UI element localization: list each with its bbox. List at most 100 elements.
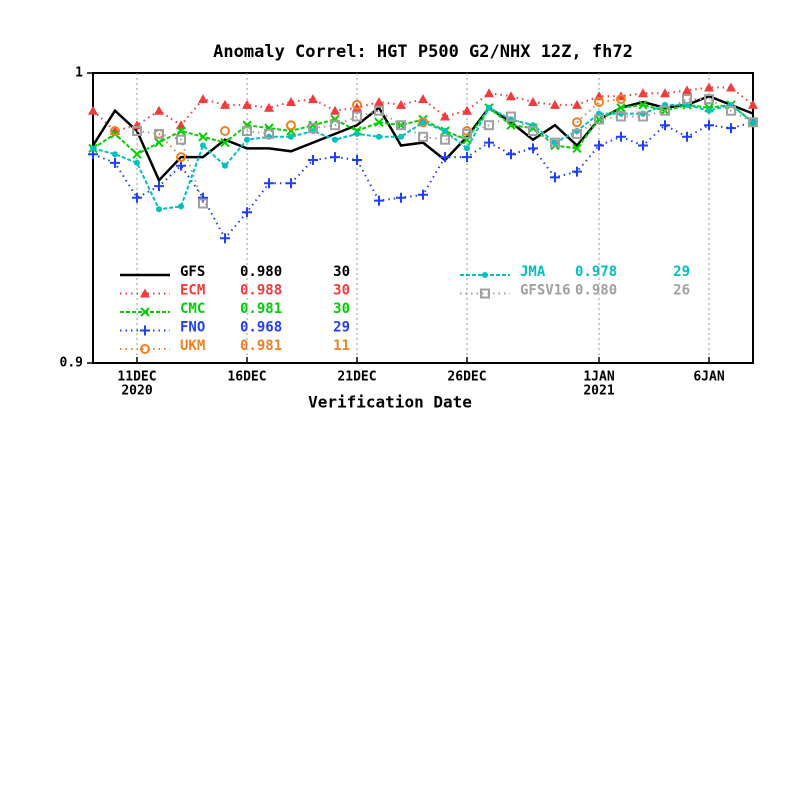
data-point xyxy=(550,99,560,109)
data-point xyxy=(376,133,382,140)
data-point xyxy=(638,140,648,151)
series-line xyxy=(158,98,622,158)
data-point xyxy=(176,152,186,163)
legend-marker xyxy=(482,272,488,278)
data-point xyxy=(352,99,362,110)
data-point xyxy=(264,128,274,139)
data-point xyxy=(110,157,120,168)
legend-marker xyxy=(480,288,490,299)
data-point xyxy=(220,126,230,136)
data-point xyxy=(726,105,736,116)
data-point xyxy=(418,94,428,104)
series-line xyxy=(92,121,754,241)
legend-days: 11 xyxy=(333,338,350,354)
data-point xyxy=(110,126,120,136)
data-point xyxy=(154,181,164,192)
data-point xyxy=(616,94,626,105)
data-point xyxy=(286,97,296,106)
data-point xyxy=(420,119,426,126)
chart-title: Anomaly Correl: HGT P500 G2/NHX 12Z, fh7… xyxy=(213,42,633,62)
data-point xyxy=(506,149,516,160)
data-point xyxy=(176,134,186,145)
legend-days: 30 xyxy=(333,283,350,299)
data-point xyxy=(112,151,118,158)
data-point xyxy=(352,102,362,112)
data-point xyxy=(486,104,492,111)
legend-name: CMC xyxy=(180,301,205,317)
y-tick-label: 1 xyxy=(75,66,83,81)
data-point xyxy=(572,143,582,154)
data-point xyxy=(704,94,714,105)
data-point xyxy=(242,207,252,218)
data-point xyxy=(134,159,140,166)
legend-mean: 0.988 xyxy=(240,283,282,299)
data-point xyxy=(682,131,692,142)
data-point xyxy=(264,178,274,189)
data-point xyxy=(374,195,384,206)
data-point xyxy=(506,120,516,130)
data-point xyxy=(288,133,294,140)
data-point xyxy=(396,192,406,203)
data-point xyxy=(750,119,756,126)
x-tick-label: 6JAN xyxy=(693,370,724,385)
series-line xyxy=(136,98,754,204)
data-point xyxy=(638,111,648,122)
data-point xyxy=(706,107,712,114)
data-point xyxy=(264,102,274,112)
x-tick-year: 2021 xyxy=(583,384,614,399)
data-point xyxy=(354,130,360,137)
data-point xyxy=(660,120,670,131)
legend-name: FNO xyxy=(180,320,205,336)
legend-days: 30 xyxy=(333,264,350,280)
legend-mean: 0.980 xyxy=(240,264,282,280)
data-point xyxy=(418,189,428,200)
data-point xyxy=(682,85,692,95)
data-point xyxy=(132,192,142,203)
data-point xyxy=(242,99,252,109)
x-tick-label: 16DEC xyxy=(227,370,266,385)
data-point xyxy=(154,105,164,115)
legend-marker xyxy=(140,344,150,354)
data-point xyxy=(616,131,626,142)
data-point xyxy=(398,133,404,140)
legend-days: 26 xyxy=(673,283,690,299)
data-point xyxy=(484,88,494,98)
data-point xyxy=(220,99,230,109)
data-point xyxy=(506,111,516,122)
data-point xyxy=(462,105,472,115)
data-point xyxy=(418,131,428,142)
x-axis-label: Verification Date xyxy=(308,393,472,412)
data-point xyxy=(90,145,96,152)
data-point xyxy=(594,140,604,151)
data-point xyxy=(462,128,472,139)
data-point xyxy=(616,103,626,113)
data-point xyxy=(660,105,670,116)
x-tick-label: 26DEC xyxy=(447,370,486,385)
legend-marker xyxy=(140,288,150,298)
legend-mean: 0.978 xyxy=(575,264,617,280)
data-point xyxy=(726,123,736,134)
data-point xyxy=(286,178,296,189)
data-point xyxy=(748,117,758,128)
data-point xyxy=(330,120,340,131)
data-point xyxy=(222,162,228,169)
data-point xyxy=(374,117,384,128)
data-point xyxy=(308,155,318,165)
legend-name: GFSV16 xyxy=(520,283,571,299)
data-point xyxy=(332,136,338,143)
data-point xyxy=(176,126,186,136)
data-point xyxy=(572,117,582,128)
data-point xyxy=(178,203,184,210)
legend-days: 30 xyxy=(333,301,350,317)
data-point xyxy=(704,120,714,131)
legend-days: 29 xyxy=(333,320,350,336)
data-point xyxy=(418,117,428,128)
data-point xyxy=(550,137,560,148)
data-point xyxy=(704,82,714,92)
data-point xyxy=(572,128,582,139)
data-point xyxy=(464,145,470,152)
data-point xyxy=(594,97,604,107)
data-point xyxy=(242,126,252,136)
data-point xyxy=(308,120,318,130)
